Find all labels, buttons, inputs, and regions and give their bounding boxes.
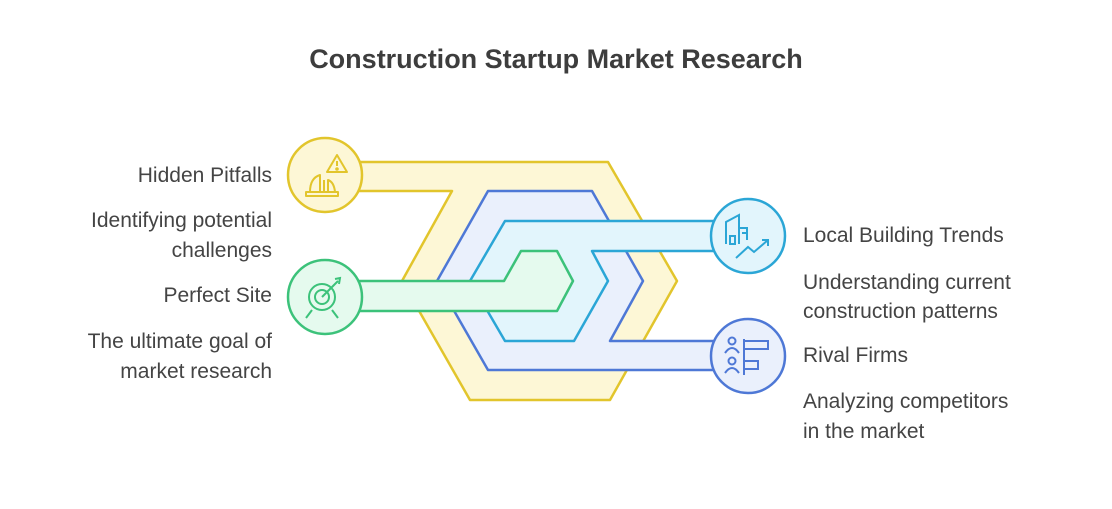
hidden-pitfalls-desc-line2: challenges xyxy=(171,239,272,262)
rival-firms-desc-line2: in the market xyxy=(803,420,925,443)
warning-helmet-icon xyxy=(305,154,348,197)
hidden-pitfalls-desc-line1: Identifying potential xyxy=(91,209,272,232)
perfect-site-title: Perfect Site xyxy=(163,284,272,307)
rival-firms-title: Rival Firms xyxy=(803,344,908,367)
target-icon xyxy=(305,276,342,319)
perfect-site-desc-line2: market research xyxy=(120,360,272,383)
local-building-trends-title: Local Building Trends xyxy=(803,224,1004,247)
local-building-trends-desc-line1: Understanding current xyxy=(803,271,1011,294)
green-ribbon xyxy=(286,249,575,336)
competitors-icon xyxy=(724,336,769,375)
perfect-site-desc-line1: The ultimate goal of xyxy=(87,330,272,353)
local-building-trends-desc-line2: construction patterns xyxy=(803,300,998,323)
hidden-pitfalls-title: Hidden Pitfalls xyxy=(137,164,272,187)
rival-firms-desc-line1: Analyzing competitors xyxy=(803,390,1009,413)
buildings-trend-icon xyxy=(725,213,769,259)
diagram-title: Construction Startup Market Research xyxy=(309,44,803,74)
